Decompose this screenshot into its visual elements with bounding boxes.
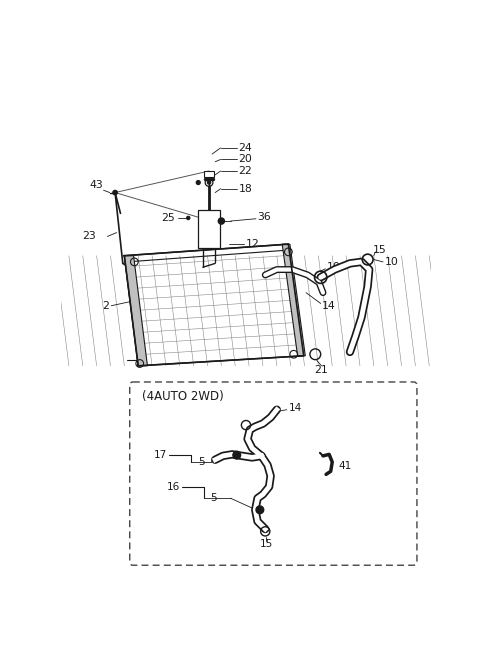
Circle shape [196, 181, 200, 185]
Text: 20: 20 [238, 155, 252, 164]
Circle shape [233, 451, 240, 459]
Text: 14: 14 [288, 403, 301, 413]
Circle shape [218, 218, 225, 224]
Text: 14: 14 [322, 301, 335, 310]
Text: 21: 21 [314, 365, 328, 375]
Text: (4AUTO 2WD): (4AUTO 2WD) [142, 390, 224, 403]
Text: 10: 10 [384, 257, 398, 267]
Text: 17: 17 [154, 450, 168, 460]
Circle shape [207, 181, 211, 184]
Polygon shape [124, 244, 304, 365]
Text: 15: 15 [259, 540, 273, 550]
Text: 36: 36 [258, 212, 271, 222]
Polygon shape [124, 255, 147, 365]
Text: 22: 22 [238, 166, 252, 176]
Polygon shape [282, 244, 305, 356]
Bar [198, 210, 220, 248]
Text: 43: 43 [90, 180, 104, 190]
Circle shape [113, 190, 118, 195]
Text: 24: 24 [238, 143, 252, 153]
Text: 12: 12 [246, 239, 260, 249]
Text: 18: 18 [238, 183, 252, 194]
Text: 5: 5 [210, 493, 216, 503]
Text: 23: 23 [82, 231, 96, 242]
Text: 2: 2 [102, 301, 109, 310]
Text: 25: 25 [161, 213, 175, 223]
Text: 41: 41 [338, 461, 352, 471]
Text: 16: 16 [168, 481, 180, 492]
Polygon shape [124, 244, 304, 365]
FancyBboxPatch shape [130, 382, 417, 565]
Text: 15: 15 [373, 244, 387, 255]
Text: 5: 5 [198, 457, 205, 467]
Text: 10: 10 [327, 262, 341, 272]
Circle shape [256, 506, 264, 514]
Circle shape [187, 216, 190, 219]
Bar [204, 171, 214, 177]
